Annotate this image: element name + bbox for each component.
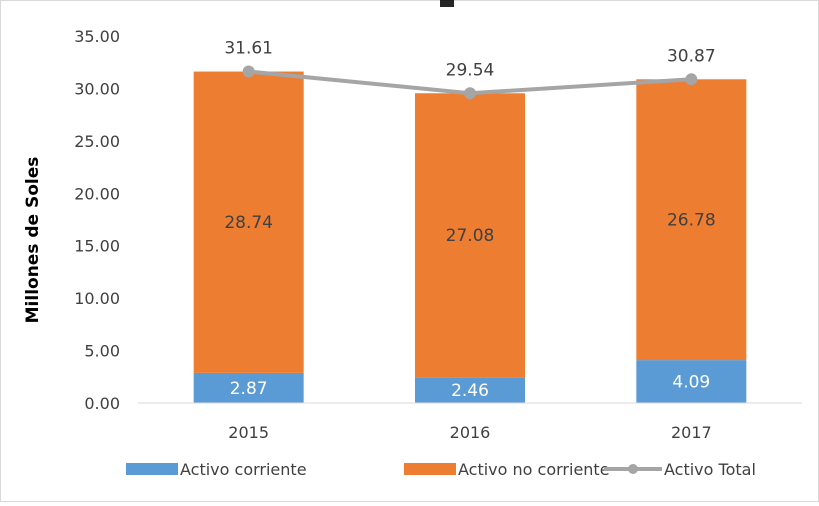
line-series (242, 65, 698, 100)
line-data-label: 29.54 (446, 60, 495, 80)
data-label: 2.46 (451, 381, 489, 401)
legend: Activo corriente Activo no corriente Activ… (126, 460, 756, 479)
bar-activo-no-corriente (415, 93, 525, 378)
bar-activo-corriente (415, 377, 525, 403)
line-data-label: 31.61 (224, 39, 273, 59)
x-tick-label: 2015 (228, 423, 269, 442)
legend-marker (628, 464, 638, 474)
y-tick-label: 20.00 (74, 184, 120, 203)
x-tick-label: 2016 (450, 423, 491, 442)
legend-label: Activo corriente (180, 460, 307, 479)
y-tick-label: 25.00 (74, 132, 120, 151)
data-label: 2.87 (230, 379, 268, 399)
chart-title-fragment (440, 0, 454, 7)
data-label: 28.74 (224, 213, 273, 233)
x-tick-label: 2017 (671, 423, 712, 442)
legend-label: Activo no corriente (458, 460, 610, 479)
line-data-label: 30.87 (667, 46, 716, 66)
data-label: 27.08 (446, 226, 495, 246)
data-label: 26.78 (667, 211, 716, 231)
bar-activo-corriente (636, 360, 747, 403)
y-tick-label: 30.00 (74, 79, 120, 98)
y-tick-label: 5.00 (84, 342, 120, 361)
y-tick-label: 15.00 (74, 237, 120, 256)
bar-activo-no-corriente (193, 71, 304, 373)
y-tick-label: 35.00 (74, 27, 120, 46)
data-labels: 2.87 28.74 2.46 27.08 4.09 26.78 31.61 29.54 30.… (224, 39, 715, 402)
y-tick-label: 0.00 (84, 394, 120, 413)
bar-activo-corriente (193, 372, 304, 403)
x-axis: 2015 2016 2017 (138, 402, 802, 442)
data-label: 4.09 (672, 373, 710, 393)
y-tick-label: 10.00 (74, 289, 120, 308)
line-point (685, 73, 698, 86)
bar-activo-no-corriente (636, 79, 747, 361)
line-point (464, 87, 476, 100)
line-point (242, 65, 255, 78)
legend-label: Activo Total (664, 460, 756, 479)
y-axis: 0.00 5.00 10.00 15.00 20.00 25.00 30.00 35.00 (74, 27, 120, 413)
legend-swatch (126, 463, 178, 475)
bar-series (193, 71, 747, 403)
legend-swatch (404, 463, 456, 475)
y-axis-title: Millones de Soles (23, 157, 43, 324)
